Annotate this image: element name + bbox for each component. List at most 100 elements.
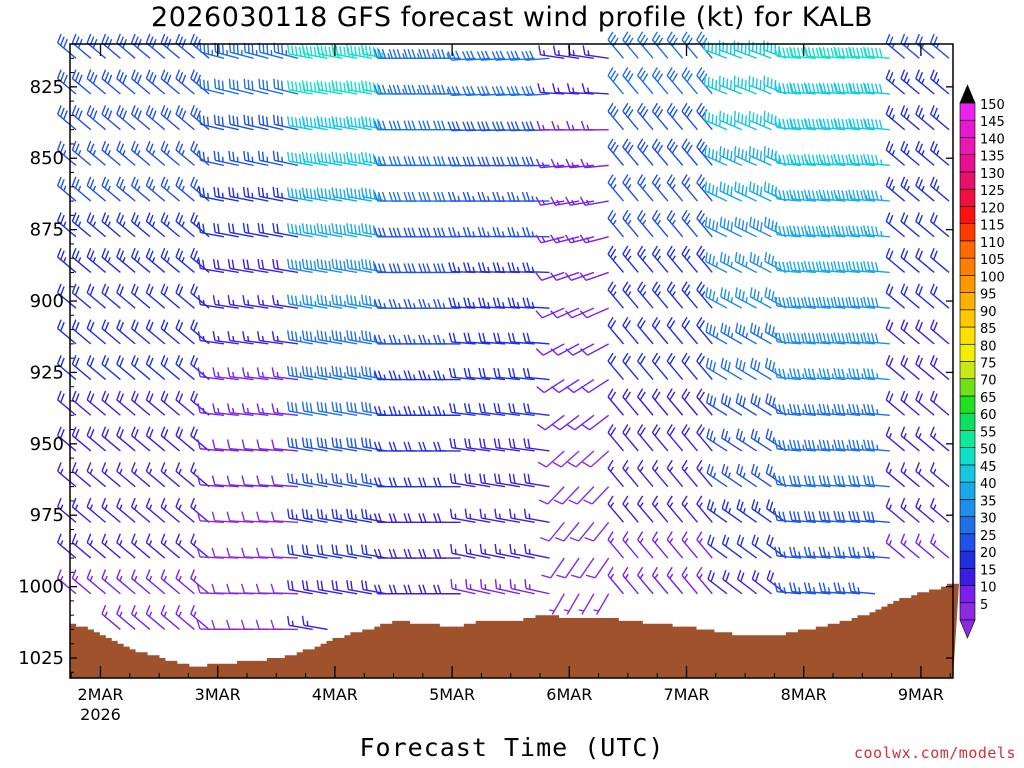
wind-barb — [476, 50, 506, 61]
wind-barb — [316, 473, 343, 488]
wind-barb — [160, 33, 181, 59]
wind-barb — [175, 69, 195, 95]
wind-barb — [507, 191, 535, 202]
wind-barb — [720, 393, 743, 416]
wind-barb — [929, 390, 950, 416]
wind-barb — [175, 105, 195, 131]
wind-barb — [651, 317, 669, 345]
wind-barb — [789, 403, 816, 416]
wind-barb — [915, 105, 935, 131]
wind-barb — [71, 462, 92, 488]
wind-barb — [160, 319, 181, 345]
y-tick-label: 1025 — [18, 648, 64, 669]
wind-barb — [56, 283, 77, 309]
wind-barb — [56, 426, 77, 452]
wind-barb — [681, 459, 698, 488]
wind-barb — [885, 497, 906, 523]
wind-barb — [71, 533, 92, 559]
wind-barb — [116, 69, 136, 95]
wind-barb — [751, 499, 772, 523]
wind-barb — [130, 390, 151, 416]
wind-barb — [583, 486, 610, 505]
wind-barb — [833, 225, 861, 238]
wind-barb — [900, 247, 920, 274]
wind-barb — [477, 191, 506, 202]
wind-barb — [287, 258, 313, 274]
wind-barb — [789, 153, 816, 167]
wind-barb — [388, 548, 417, 559]
wind-barb — [145, 140, 166, 166]
wind-barb — [750, 393, 772, 416]
wind-barb — [885, 283, 906, 309]
wind-barb — [448, 332, 476, 345]
wind-barb — [637, 495, 654, 523]
wind-barb — [607, 317, 625, 345]
wind-barb — [212, 367, 239, 381]
wind-barb — [212, 331, 239, 345]
wind-barb — [243, 150, 269, 167]
wind-barb — [403, 513, 432, 524]
wind-barb — [704, 216, 728, 238]
x-tick-label: 8MAR — [781, 685, 827, 704]
wind-barb — [56, 390, 77, 416]
wind-barb — [706, 428, 728, 452]
wind-barb — [929, 319, 950, 345]
wind-barb — [750, 463, 772, 488]
wind-barb — [719, 146, 743, 167]
wind-barb — [301, 437, 328, 452]
colorbar-swatch — [959, 585, 976, 604]
wind-barb — [160, 212, 181, 238]
wind-barb — [929, 462, 950, 488]
wind-barb — [160, 69, 181, 95]
wind-barb — [116, 140, 136, 166]
colorbar-swatch — [959, 378, 976, 397]
wind-barb — [301, 80, 328, 95]
wind-barb — [175, 212, 195, 238]
wind-barb — [833, 153, 861, 167]
wind-barb — [116, 462, 136, 488]
wind-barb — [145, 533, 166, 559]
wind-barb — [681, 352, 698, 381]
wind-barb — [86, 247, 107, 274]
wind-barb — [551, 120, 580, 131]
wind-barb — [789, 546, 816, 559]
wind-barb — [71, 283, 92, 309]
wind-barb — [734, 216, 757, 238]
wind-barb — [213, 186, 239, 202]
wind-barb — [287, 615, 313, 631]
wind-barb — [301, 44, 328, 59]
wind-barb — [116, 212, 136, 238]
wind-barb — [774, 546, 802, 559]
wind-barb — [833, 510, 861, 524]
wind-barb — [287, 401, 313, 416]
wind-barb — [56, 176, 77, 202]
colorbar-swatch — [959, 533, 976, 552]
wind-barb — [704, 146, 728, 167]
wind-barb — [582, 45, 609, 59]
y-tick-label: 825 — [30, 77, 64, 98]
wind-barb — [607, 531, 625, 559]
wind-barb — [433, 49, 461, 59]
wind-barb — [272, 150, 299, 167]
wind-barb — [637, 424, 654, 452]
wind-barb — [388, 584, 417, 595]
wind-barb — [593, 593, 610, 615]
wind-barb — [696, 174, 713, 202]
colorbar-label: 25 — [980, 529, 997, 544]
wind-barb — [86, 355, 107, 381]
wind-barb — [818, 153, 846, 167]
terrain-shading — [70, 583, 959, 678]
wind-barb — [273, 78, 299, 95]
wind-barb — [287, 44, 313, 59]
wind-barb — [160, 105, 181, 131]
wind-barb — [563, 593, 580, 615]
wind-barb — [622, 209, 639, 238]
wind-barb — [833, 296, 861, 309]
wind-barb — [651, 245, 669, 273]
wind-barb — [287, 544, 313, 559]
wind-barb — [651, 531, 669, 559]
wind-barb — [301, 615, 328, 631]
wind-barb — [476, 85, 506, 97]
wind-barb — [622, 459, 639, 488]
